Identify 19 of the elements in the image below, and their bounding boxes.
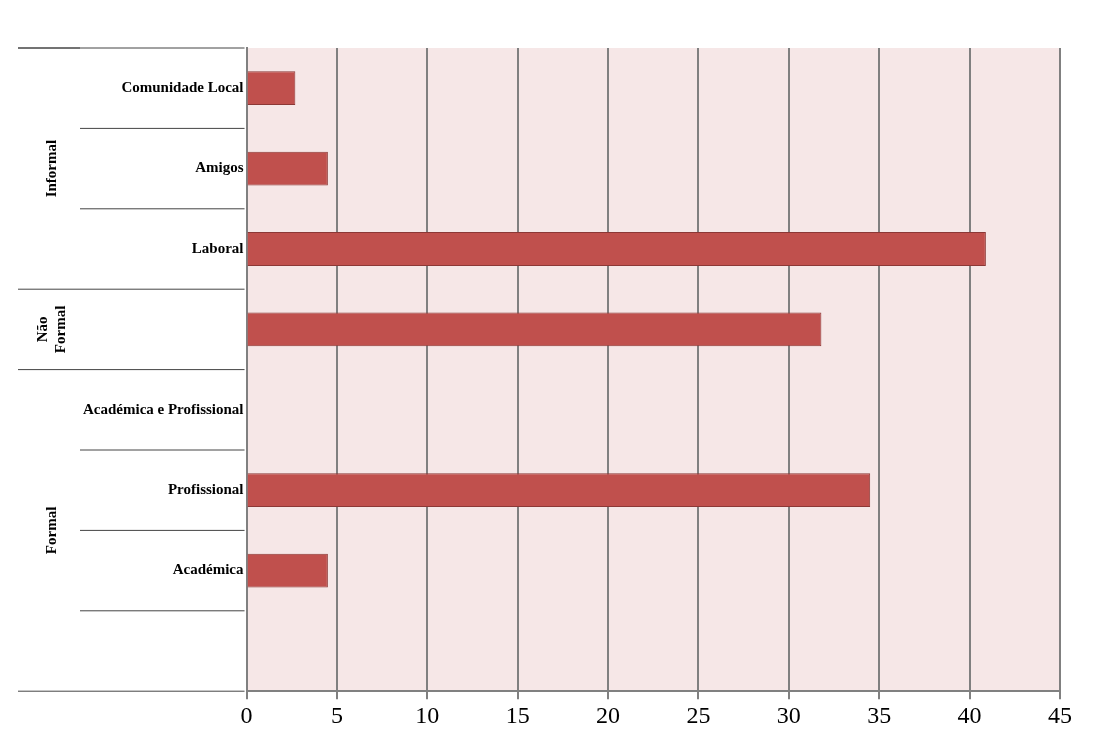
text: Formal — [42, 506, 59, 555]
x-tick-label: 30 — [776, 701, 801, 728]
x-tick-label: 10 — [415, 701, 440, 728]
x-tick-label: 15 — [505, 701, 530, 728]
x-tick-label: 25 — [686, 701, 711, 728]
y-tick-label: Laboral — [191, 239, 244, 256]
x-tick-label: 0 — [240, 701, 253, 728]
text: Informal — [42, 139, 59, 198]
y-tick-label: Amigos — [195, 159, 244, 176]
y-tick-label: Académica e Profissional — [82, 400, 244, 417]
y-tick-label: Profissional — [167, 481, 244, 498]
x-tick-label: 5 — [330, 701, 343, 728]
y-tick-label: Comunidade Local — [121, 79, 244, 96]
y-tick-label: Académica — [172, 561, 245, 578]
x-tick-label: 35 — [867, 701, 892, 728]
x-tick-label: 40 — [957, 701, 982, 728]
x-tick-label: 45 — [1048, 701, 1072, 728]
x-tick-label: 20 — [596, 701, 621, 728]
text: Não Formal — [33, 305, 68, 354]
